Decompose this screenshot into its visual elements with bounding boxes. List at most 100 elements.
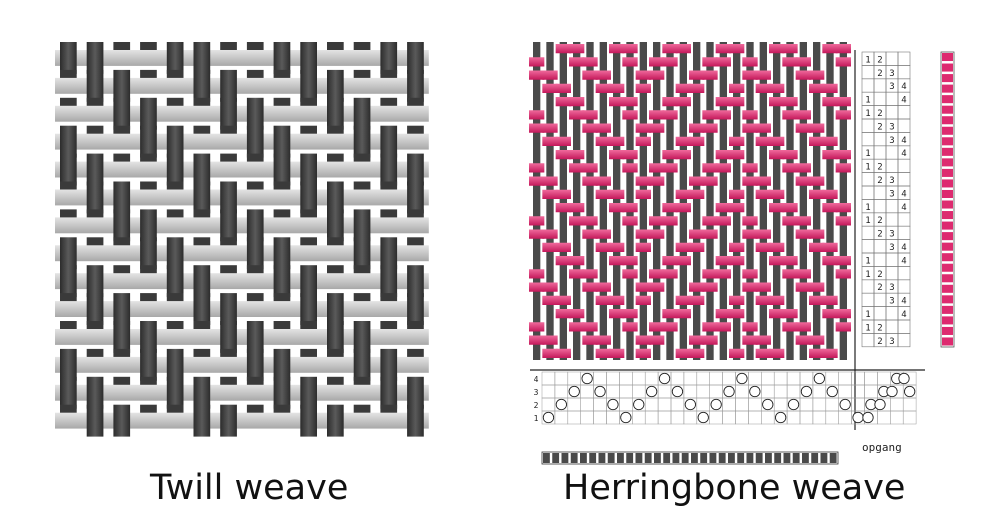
- threading-row-number: 4: [534, 375, 539, 384]
- weft-float: [595, 282, 611, 292]
- tieup-number: 3: [889, 297, 894, 307]
- weft-float: [702, 282, 718, 292]
- warp-thread: [573, 42, 581, 360]
- strip-cell: [626, 453, 634, 463]
- weft-float: [809, 176, 825, 186]
- warp-float: [86, 153, 104, 186]
- threading-cell: [735, 397, 749, 412]
- weft-float: [742, 282, 758, 292]
- tieup-cell: [861, 333, 875, 348]
- warp-float: [166, 237, 184, 270]
- threading-mark: [852, 411, 864, 424]
- warp-thread: [826, 42, 834, 360]
- weft-float: [689, 295, 705, 305]
- tieup-cell: [861, 239, 875, 254]
- weft-float: [822, 150, 838, 160]
- strip-cell: [942, 211, 953, 220]
- weft-float: [835, 44, 851, 54]
- weft-float: [529, 163, 545, 173]
- weft-float: [782, 97, 798, 107]
- warp-float: [246, 237, 264, 270]
- weft-float: [809, 335, 825, 345]
- threading-cell: [567, 371, 581, 386]
- threading-cell: [709, 384, 723, 399]
- warp-end: [220, 153, 237, 162]
- warp-float: [166, 265, 184, 298]
- threading-cell: [786, 371, 801, 386]
- tieup-number: 4: [901, 82, 906, 92]
- strip-cell: [942, 95, 953, 104]
- tieup-number: 1: [865, 109, 870, 119]
- threading-cell: [761, 371, 775, 386]
- weft-float: [769, 97, 785, 107]
- weft-float: [675, 136, 691, 146]
- warp-thread: [813, 42, 821, 360]
- tieup-cell: [897, 51, 911, 66]
- warp-end: [353, 181, 371, 190]
- weft-float: [635, 229, 651, 239]
- warp-float: [166, 153, 184, 186]
- warp-end: [60, 404, 77, 413]
- weft-float: [542, 189, 558, 199]
- threading-cell: [825, 410, 839, 425]
- warp-end: [407, 97, 424, 106]
- warp-end: [193, 348, 211, 357]
- weft-float: [795, 176, 811, 186]
- threading-row-number: 2: [534, 401, 539, 410]
- tieup-cell: [861, 292, 875, 307]
- tieup-cell: [897, 279, 911, 294]
- warp-float: [353, 321, 371, 353]
- weft-float: [635, 176, 651, 186]
- tieup-number: 2: [877, 176, 882, 186]
- weft-float: [715, 322, 731, 332]
- weft-float: [729, 309, 745, 319]
- weft-float: [769, 295, 785, 305]
- warp-thread: [559, 42, 567, 360]
- weft-float: [555, 203, 571, 213]
- threading-cell: [851, 371, 865, 386]
- weft-float: [555, 242, 571, 252]
- weft-float: [702, 322, 718, 332]
- strip-cell: [570, 453, 578, 463]
- tieup-cell: [873, 185, 887, 200]
- tieup-number: 4: [901, 149, 906, 159]
- weft-float: [769, 242, 785, 252]
- weft-float: [729, 150, 745, 160]
- warp-thread: [639, 42, 647, 360]
- strip-cell: [942, 137, 953, 146]
- tieup-cell: [873, 78, 887, 93]
- tieup-cell: [885, 306, 899, 321]
- threading-mark: [555, 398, 567, 411]
- weft-float: [635, 295, 651, 305]
- warp-float: [166, 42, 184, 74]
- warp-end: [407, 209, 424, 218]
- weft-float: [582, 269, 598, 279]
- weft-float: [742, 269, 758, 279]
- weft-float: [795, 216, 811, 226]
- threading-cell: [825, 371, 839, 386]
- warp-float: [220, 181, 237, 214]
- weft-float: [622, 110, 638, 120]
- warp-end: [273, 293, 291, 302]
- warp-end: [300, 321, 317, 329]
- strip-cell: [580, 453, 587, 463]
- weft-float: [822, 348, 838, 358]
- strip-cell: [589, 453, 597, 463]
- warp-end: [113, 125, 131, 134]
- warp-end: [380, 321, 398, 329]
- threading-cell: [773, 384, 788, 399]
- tieup-cell: [873, 306, 887, 321]
- weft-float: [555, 136, 571, 146]
- warp-end: [166, 181, 184, 190]
- warp-float: [86, 265, 104, 298]
- tieup-cell: [861, 65, 875, 80]
- threading-draft: 4 3 2 1: [530, 369, 925, 425]
- weft-float: [835, 150, 851, 160]
- tieup-cell: [885, 199, 899, 214]
- tieup-number: 1: [865, 270, 870, 280]
- weft-thread: [55, 217, 429, 234]
- threading-mark: [839, 398, 851, 411]
- warp-float: [273, 237, 291, 270]
- threading-cell: [773, 397, 788, 412]
- weft-float: [542, 242, 558, 252]
